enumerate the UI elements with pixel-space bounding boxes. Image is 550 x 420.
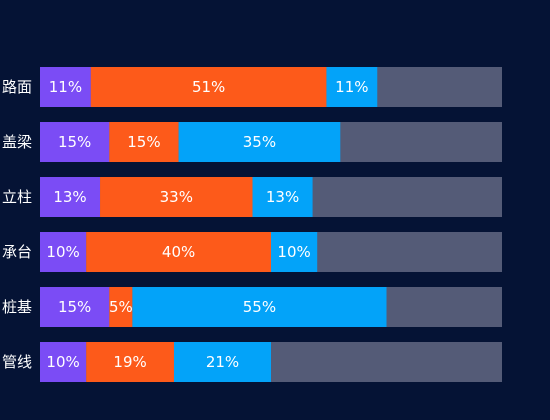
bar-segment-5-1: [86, 342, 174, 382]
data-label: 10%: [46, 243, 79, 261]
category-label: 立柱: [2, 188, 32, 206]
category-label: 承台: [2, 243, 32, 261]
data-label: 19%: [113, 353, 146, 371]
data-label: 13%: [53, 188, 86, 206]
data-label: 5%: [109, 298, 133, 316]
bar-segment-1-1: [109, 122, 179, 162]
bar-segment-2-1: [100, 177, 253, 217]
data-label: 15%: [58, 298, 91, 316]
category-label: 管线: [2, 353, 32, 371]
data-label: 21%: [206, 353, 239, 371]
data-label: 35%: [243, 133, 276, 151]
data-label: 40%: [162, 243, 195, 261]
category-label: 路面: [2, 78, 32, 96]
bar-segment-5-0: [40, 342, 87, 382]
bar-segment-0-2: [326, 67, 378, 107]
bar-segment-2-0: [40, 177, 101, 217]
category-label: 盖梁: [2, 133, 32, 151]
category-label: 桩基: [2, 298, 32, 316]
data-label: 15%: [58, 133, 91, 151]
bar-segment-0-0: [40, 67, 91, 107]
bar-segment-3-1: [86, 232, 271, 272]
bar-segment-4-2: [132, 287, 387, 327]
bar-segment-1-0: [40, 122, 110, 162]
data-label: 10%: [277, 243, 310, 261]
bar-segment-4-1: [109, 287, 133, 327]
data-label: 55%: [243, 298, 276, 316]
data-label: 51%: [192, 78, 225, 96]
bar-segment-4-0: [40, 287, 110, 327]
bar-segment-1-2: [178, 122, 341, 162]
data-label: 10%: [46, 353, 79, 371]
bar-segment-3-0: [40, 232, 87, 272]
data-label: 11%: [49, 78, 82, 96]
data-label: 13%: [266, 188, 299, 206]
bar-segment-0-1: [90, 67, 327, 107]
data-label: 33%: [160, 188, 193, 206]
bar-segment-5-2: [173, 342, 271, 382]
bar-segment-2-2: [252, 177, 313, 217]
bar-segment-3-2: [271, 232, 318, 272]
data-label: 15%: [127, 133, 160, 151]
data-label: 11%: [335, 78, 368, 96]
